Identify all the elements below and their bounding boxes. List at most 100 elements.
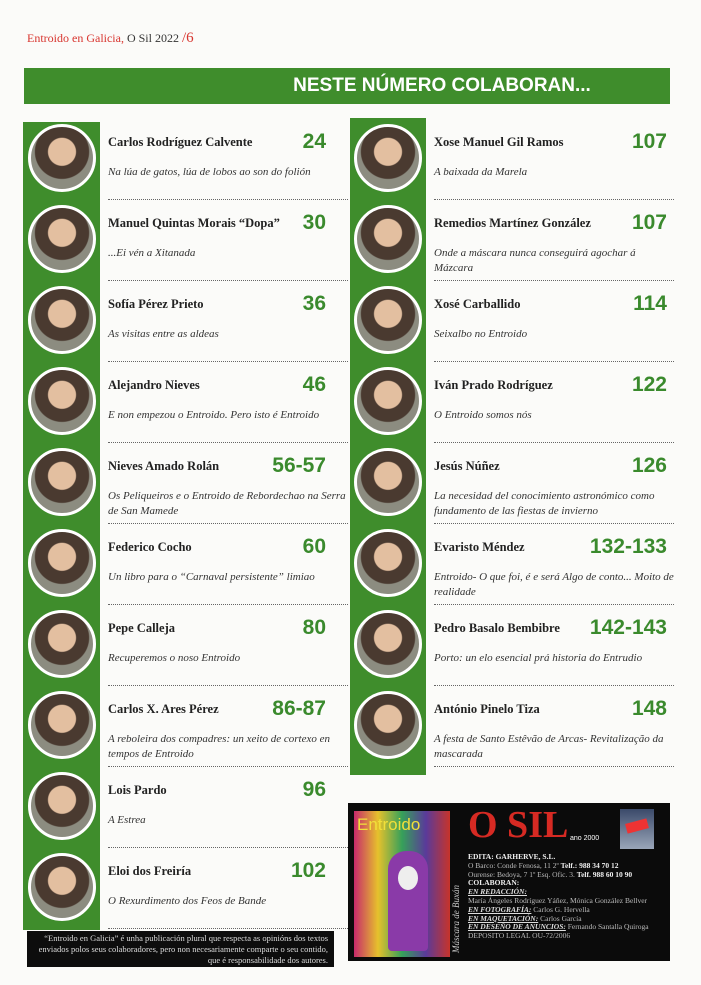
contributor-name: Manuel Quintas Morais “Dopa”: [108, 216, 280, 230]
page-reference: 107: [631, 130, 667, 153]
contributor-entry: Manuel Quintas Morais “Dopa” 30 ...Ei vén …: [28, 205, 348, 286]
colaboran-label: COLABORAN:: [468, 878, 520, 888]
dotted-divider: [434, 766, 674, 767]
article-title: E non empezou o Entroido. Pero isto é En…: [108, 409, 320, 421]
issue: O Sil 2022: [126, 31, 179, 45]
entry-header: Manuel Quintas Morais “Dopa” 30: [108, 209, 326, 237]
cover-title: Entroido: [357, 815, 421, 834]
contributor-photo: [354, 367, 422, 435]
page-reference: 36: [302, 292, 326, 315]
edita: EDITA: GARHERVE, S.L.: [468, 852, 556, 861]
contributor-entry: Carlos X. Ares Pérez 86-87 A reboleira dos…: [28, 691, 348, 772]
page-reference: 24: [302, 130, 326, 153]
page-reference: 102: [290, 859, 326, 882]
barco-address: O Barco: Conde Fenosa, 11 2º: [468, 860, 559, 870]
redaccion: María Ángeles Rodríguez Yáñez, Mónica Go…: [468, 895, 648, 905]
contributor-name: Lois Pardo: [108, 783, 167, 797]
contributor-entry: Pepe Calleja 80 Recuperemos o noso Entroid…: [28, 610, 348, 691]
contributor-photo: [354, 205, 422, 273]
article-title: A Estrea: [108, 814, 146, 826]
page-reference: 56-57: [272, 454, 326, 477]
anuncios-label: EN DESEÑO DE ANUNCIOS:: [468, 922, 566, 932]
article-title: A festa de Santo Estêvão de Arcas- Revit…: [434, 733, 664, 760]
dotted-divider: [108, 523, 348, 524]
contributor-name: António Pinelo Tiza: [434, 702, 540, 716]
contributor-name: Xosé Carballido: [434, 297, 521, 311]
contributor-entry: Nieves Amado Rolán 56-57 Os Peliqueiros e …: [28, 448, 348, 529]
running-head: Entroido en Galicia, O Sil 2022 /6: [27, 30, 194, 47]
page-reference: 142-143: [589, 616, 667, 639]
contributor-entry: Lois Pardo 96 A Estrea: [28, 772, 348, 853]
article-title: Na lúa de gatos, lúa de lobos ao son do …: [108, 166, 311, 178]
article-title: ...Ei vén a Xitanada: [108, 247, 196, 259]
contributor-photo: [28, 124, 96, 192]
contributor-entry: Evaristo Méndez 132-133 Entroido- O que fo…: [354, 529, 674, 610]
entry-header: Sofía Pérez Prieto 36: [108, 290, 326, 318]
entry-header: Jesús Núñez 126: [434, 452, 667, 480]
dotted-divider: [108, 847, 348, 848]
contributor-entry: Sofía Pérez Prieto 36 As visitas entre as …: [28, 286, 348, 367]
contributor-entry: Alejandro Nieves 46 E non empezou o Entroi…: [28, 367, 348, 448]
contributor-photo: [28, 610, 96, 678]
publisher-logo-icon: [620, 809, 654, 849]
maquetacion: Carlos García: [540, 913, 582, 923]
fotografia-label: EN FOTOGRAFÍA:: [468, 904, 532, 914]
contributor-entry: Xose Manuel Gil Ramos 107 A baixada da Mar…: [354, 124, 674, 205]
article-title: A reboleira dos compadres: un xeito de c…: [108, 733, 330, 760]
entry-header: Xose Manuel Gil Ramos 107: [434, 128, 667, 156]
page-reference: 80: [302, 616, 326, 639]
disclaimer: “Entroido en Galicia” é unha publicación…: [27, 931, 334, 967]
contributor-name: Nieves Amado Rolán: [108, 459, 220, 473]
page-reference: 86-87: [272, 697, 326, 720]
entry-header: Carlos Rodríguez Calvente 24: [108, 128, 326, 156]
article-title: Onde a máscara nunca conseguirá agochar …: [434, 247, 636, 274]
contributor-name: Federico Cocho: [108, 540, 192, 554]
dotted-divider: [434, 280, 674, 281]
dotted-divider: [434, 442, 674, 443]
entry-header: Pepe Calleja 80: [108, 614, 326, 642]
contributor-photo: [354, 691, 422, 759]
entry-header: Lois Pardo 96: [108, 776, 326, 804]
article-title: La necesidad del conocimiento astronómic…: [434, 490, 655, 517]
dotted-divider: [108, 361, 348, 362]
entry-header: Carlos X. Ares Pérez 86-87: [108, 695, 326, 723]
dotted-divider: [108, 685, 348, 686]
page-reference: 107: [631, 211, 667, 234]
ourense-address: Ourense: Bedoya, 7 1º Esq. Ofic. 3.: [468, 869, 575, 879]
contributor-name: Sofía Pérez Prieto: [108, 297, 204, 311]
contributor-photo: [28, 286, 96, 354]
contributor-name: Remedios Martínez González: [434, 216, 591, 230]
dotted-divider: [434, 604, 674, 605]
entry-header: Alejandro Nieves 46: [108, 371, 326, 399]
article-title: As visitas entre as aldeas: [108, 328, 219, 340]
entry-header: Evaristo Méndez 132-133: [434, 533, 667, 561]
contributor-name: Xose Manuel Gil Ramos: [434, 135, 564, 149]
dotted-divider: [108, 928, 348, 929]
contributor-photo: [354, 610, 422, 678]
since-year: ano 2000: [570, 835, 600, 842]
maquetacion-label: EN MAQUETACIÓN:: [468, 913, 539, 923]
contributor-entry: Pedro Basalo Bembibre 142-143 Porto: un el…: [354, 610, 674, 691]
cover-image: Entroido: [354, 811, 450, 957]
contributor-entry: António Pinelo Tiza 148 A festa de Santo E…: [354, 691, 674, 772]
section-banner: NESTE NÚMERO COLABORAN...: [24, 68, 670, 104]
brand-logo: O SIL: [468, 804, 569, 846]
contributor-photo: [354, 448, 422, 516]
page-reference: 60: [302, 535, 326, 558]
contributor-entry: Federico Cocho 60 Un libro para o “Carnava…: [28, 529, 348, 610]
page-reference: 126: [631, 454, 667, 477]
page-reference: 96: [302, 778, 326, 801]
dotted-divider: [434, 361, 674, 362]
contributor-name: Jesús Núñez: [434, 459, 500, 473]
article-title: O Rexurdimento dos Feos de Bande: [108, 895, 267, 907]
o-sil-advertisement: Entroido Máscara de Buxán O SIL ano 2000…: [348, 803, 670, 961]
article-title: A baixada da Marela: [434, 166, 528, 178]
redaccion-label: EN REDACCIÓN:: [468, 887, 527, 897]
dotted-divider: [108, 199, 348, 200]
dotted-divider: [108, 280, 348, 281]
page-number: 6: [186, 30, 194, 46]
entry-header: Federico Cocho 60: [108, 533, 326, 561]
article-title: Os Peliqueiros e o Entroido de Rebordech…: [108, 490, 346, 517]
barco-phone: Telf.: 988 34 70 12: [560, 860, 619, 870]
entry-header: Nieves Amado Rolán 56-57: [108, 452, 326, 480]
